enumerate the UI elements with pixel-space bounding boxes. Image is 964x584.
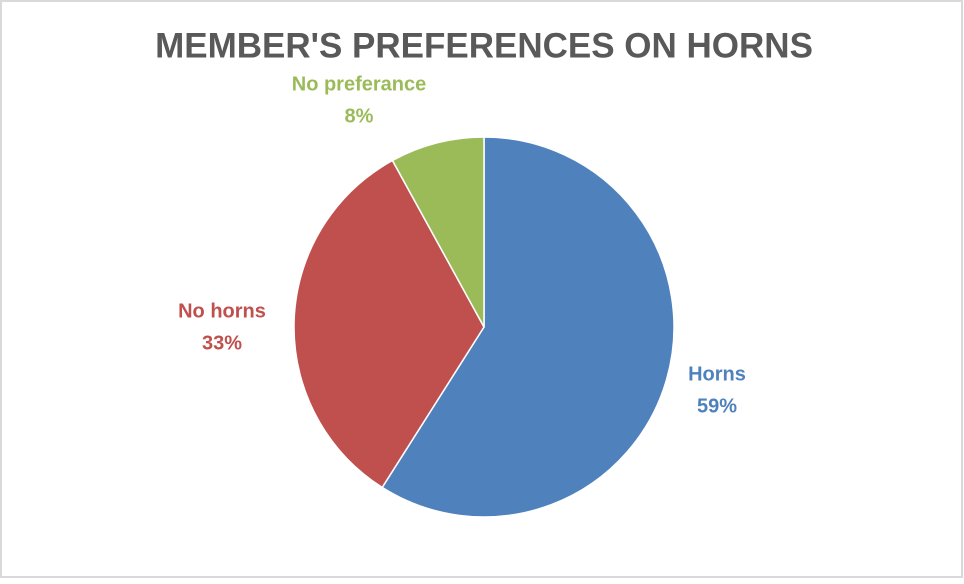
- slice-category-label: Horns: [688, 363, 746, 385]
- pie-slice: [391, 136, 485, 328]
- slice-value-label: 8%: [345, 105, 374, 127]
- slice-value-label: 33%: [202, 332, 242, 354]
- slice-category-label: No horns: [178, 300, 266, 322]
- pie-slice: [381, 136, 675, 518]
- chart-title: MEMBER'S PREFERENCES ON HORNS: [155, 26, 813, 65]
- slice-category-label: No preferance: [292, 73, 427, 95]
- pie-slice: [293, 159, 485, 489]
- slice-value-label: 59%: [697, 395, 737, 417]
